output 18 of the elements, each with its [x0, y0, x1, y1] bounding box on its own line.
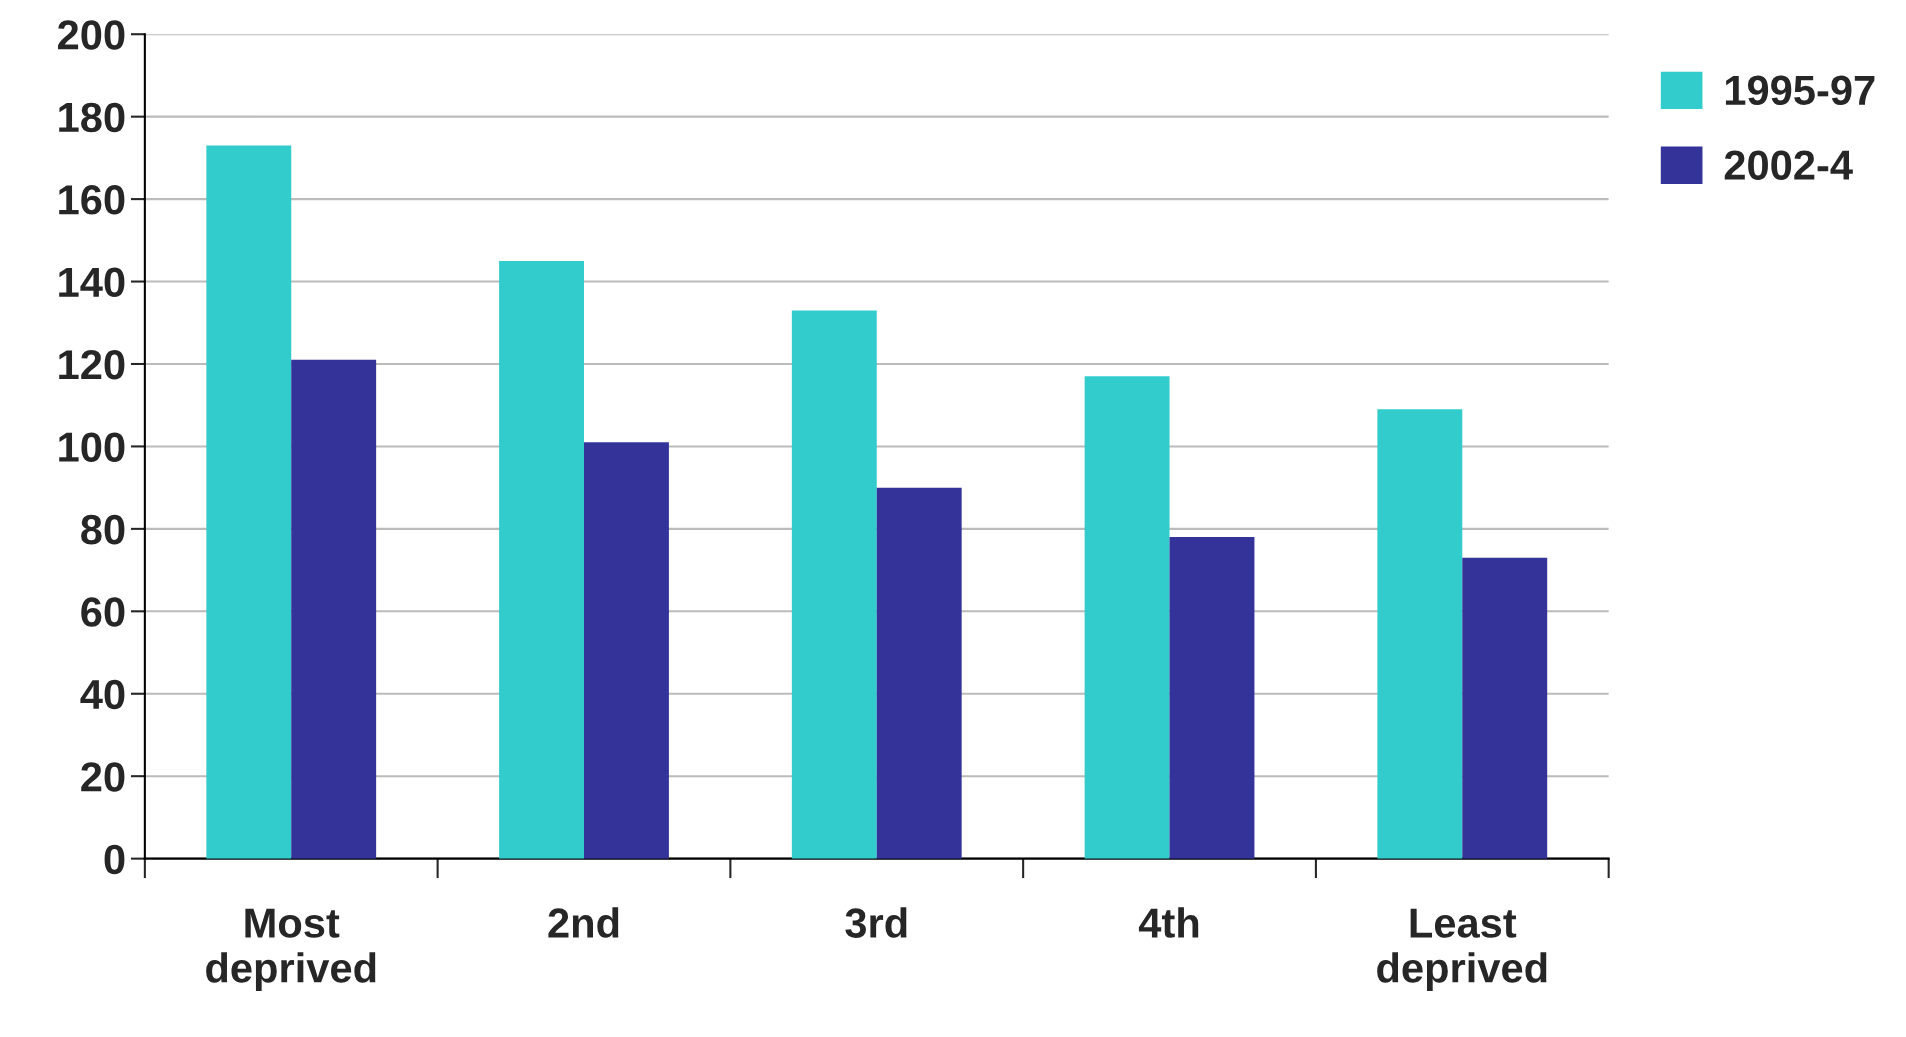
y-tick-label: 80 [81, 514, 125, 545]
x-tick-label: Most deprived [206, 908, 376, 991]
y-tick-label: 160 [59, 185, 125, 215]
y-tick-label: 140 [59, 267, 125, 298]
y-tick-label: 40 [80, 679, 125, 710]
y-tick-label: 20 [81, 762, 125, 792]
y-tick-label: 100 [59, 432, 125, 462]
y-tick-label: 200 [58, 20, 125, 50]
x-tick-label: Least deprived [1377, 908, 1547, 991]
y-tick-label: 180 [59, 102, 125, 133]
legend-label: 1995-97 [1725, 75, 1875, 106]
x-tick-label: 3rd [845, 907, 907, 938]
y-tick-label: 60 [81, 597, 125, 627]
y-tick-label: 120 [59, 349, 125, 380]
y-tick-label: 0 [104, 844, 125, 875]
x-tick-label: 4th [1138, 907, 1199, 938]
x-tick-label: 2nd [548, 907, 619, 938]
legend-label: 2002-4 [1724, 150, 1853, 180]
